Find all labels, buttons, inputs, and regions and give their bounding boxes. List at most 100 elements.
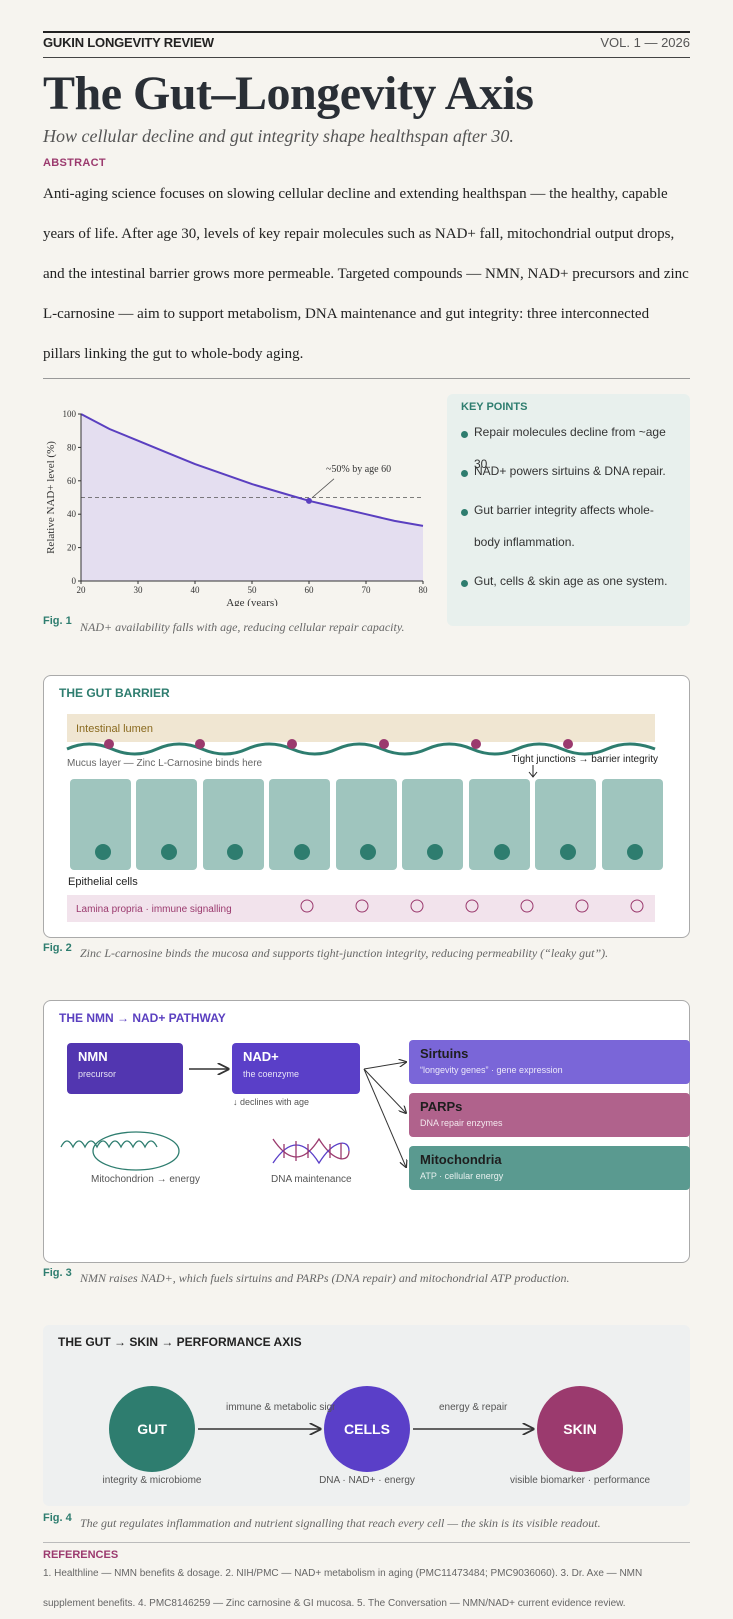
cell-nucleus — [161, 844, 177, 860]
immune-cell — [520, 899, 534, 913]
zinc-carnosine-dot — [287, 739, 297, 749]
skin-node: SKIN — [537, 1386, 623, 1472]
immune-cell — [630, 899, 644, 913]
cell-nucleus — [494, 844, 510, 860]
nad-title: NAD+ — [243, 1049, 279, 1064]
bullet-icon — [461, 580, 468, 587]
references-divider — [43, 1542, 690, 1543]
nmn-sub: precursor — [78, 1069, 117, 1079]
gut-skin-axis-figure: THE GUT → SKIN → PERFORMANCE AXIS GUT CE… — [43, 1325, 690, 1506]
cells-node: CELLS — [324, 1386, 410, 1472]
zinc-carnosine-dot — [471, 739, 481, 749]
nmn-card: NMN precursor — [67, 1043, 183, 1094]
tight-junction-arrow — [528, 765, 538, 778]
mucus-label: Mucus layer — Zinc L-Carnosine binds her… — [67, 758, 263, 769]
cell-nucleus — [560, 844, 576, 860]
immune-cells — [300, 899, 644, 913]
y-axis-label: Relative NAD+ level (%) — [45, 441, 57, 554]
lumen-label: Intestinal lumen — [76, 723, 153, 735]
zinc-carnosine-dot — [104, 739, 114, 749]
key-points-title: KEY POINTS — [461, 401, 528, 413]
mitochondrion-label: Mitochondrion → energy — [91, 1174, 200, 1185]
gut-barrier-diagram: Intestinal lumen Mucus layer — Zinc L-Ca… — [66, 714, 663, 922]
masthead: GUKIN LONGEVITY REVIEW VOL. 1 — 2026 — [43, 31, 690, 58]
epithelial-cells — [70, 779, 663, 870]
x-axis-label: Age (years) — [226, 597, 278, 606]
page-title: The Gut–Longevity Axis — [43, 67, 534, 120]
intestinal-lumen-band — [67, 714, 655, 742]
dna-icon — [272, 1137, 350, 1165]
zinc-carnosine-dot — [195, 739, 205, 749]
y-tick-label: 0 — [72, 576, 77, 586]
publication-name: GUKIN LONGEVITY REVIEW — [43, 35, 214, 50]
mitochondria-card: Mitochondria ATP · cellular energy — [409, 1146, 690, 1190]
epithelial-label: Epithelial cells — [68, 876, 138, 888]
cell-nucleus — [95, 844, 111, 860]
nad-decline-note: ↓ declines with age — [233, 1097, 310, 1107]
nmn-pathway-figure: THE NMN → NAD+ PATHWAY NMN precursor NAD… — [43, 1000, 690, 1263]
gut-cells-link-label: immune & metabolic signals — [226, 1402, 335, 1413]
gut-barrier-figure: THE GUT BARRIER Intestinal lumen Mucus l… — [43, 675, 690, 938]
x-tick-label: 40 — [191, 585, 201, 595]
sirtuins-title: Sirtuins — [420, 1046, 469, 1061]
zinc-carnosine-dot — [379, 739, 389, 749]
y-tick-label: 20 — [67, 543, 77, 553]
cells-skin-link-label: energy & repair — [439, 1402, 508, 1413]
nad-to-parps-arrow — [363, 1068, 406, 1113]
epithelial-cell — [402, 779, 463, 870]
lamina-label: Lamina propria · immune signalling — [76, 904, 232, 915]
key-points-panel: KEY POINTS Repair molecules decline from… — [447, 394, 690, 626]
epithelial-cell — [535, 779, 596, 870]
references-label: REFERENCES — [43, 1549, 119, 1561]
parps-title: PARPs — [420, 1099, 463, 1114]
epithelial-cell — [469, 779, 530, 870]
lamina-propria-band — [67, 895, 655, 922]
annotation-label: ~50% by age 60 — [326, 464, 391, 475]
cell-nucleus — [427, 844, 443, 860]
nad-to-sirtuins-arrow — [363, 1062, 406, 1070]
nad-card: NAD+ the coenzyme — [232, 1043, 360, 1094]
parps-card: PARPs DNA repair enzymes — [409, 1093, 690, 1137]
gut-barrier-title: THE GUT BARRIER — [59, 686, 170, 700]
cell-nucleus — [294, 844, 310, 860]
epithelial-cell — [269, 779, 330, 870]
y-tick-label: 60 — [67, 476, 77, 486]
abstract-text: Anti-aging science focuses on slowing ce… — [43, 186, 689, 362]
zinc-carnosine-dot — [563, 739, 573, 749]
age-60-marker — [306, 497, 312, 504]
bullet-icon — [461, 431, 468, 438]
mitochondrion-icon — [60, 1131, 180, 1171]
immune-cell — [300, 899, 314, 913]
epithelial-cell — [336, 779, 397, 870]
y-tick-label: 100 — [63, 409, 77, 419]
references-text: 1. Healthline — NMN benefits & dosage. 2… — [43, 1568, 643, 1609]
gut-node: GUT — [109, 1386, 195, 1472]
x-tick-label: 60 — [305, 585, 315, 595]
fig1-label: Fig. 1 — [43, 615, 72, 627]
cell-nucleus — [360, 844, 376, 860]
dna-label: DNA maintenance — [271, 1174, 352, 1185]
mitochondria-title: Mitochondria — [420, 1152, 502, 1167]
pathway-title: THE NMN → NAD+ PATHWAY — [59, 1011, 226, 1025]
immune-cell — [575, 899, 589, 913]
fig4-label: Fig. 4 — [43, 1512, 72, 1524]
nad-line — [80, 413, 424, 527]
bullet-icon — [461, 470, 468, 477]
epithelial-cell — [602, 779, 663, 870]
epithelial-cell — [203, 779, 264, 870]
mitochondria-sub: ATP · cellular energy — [420, 1171, 504, 1181]
fig4-caption: The gut regulates inflammation and nutri… — [80, 1516, 601, 1530]
parps-sub: DNA repair enzymes — [420, 1118, 503, 1128]
fig2-label: Fig. 2 — [43, 942, 72, 954]
bullet-icon — [461, 509, 468, 516]
annotation-arrow — [311, 478, 335, 499]
page-subtitle: How cellular decline and gut integrity s… — [43, 126, 514, 146]
axis-title: THE GUT → SKIN → PERFORMANCE AXIS — [58, 1335, 302, 1349]
y-tick-label: 40 — [67, 509, 77, 519]
fig3-label: Fig. 3 — [43, 1267, 72, 1279]
immune-cell — [355, 899, 369, 913]
y-tick-label: 80 — [67, 442, 77, 452]
nmn-title: NMN — [78, 1049, 108, 1064]
immune-cell — [410, 899, 424, 913]
cell-nucleus — [227, 844, 243, 860]
